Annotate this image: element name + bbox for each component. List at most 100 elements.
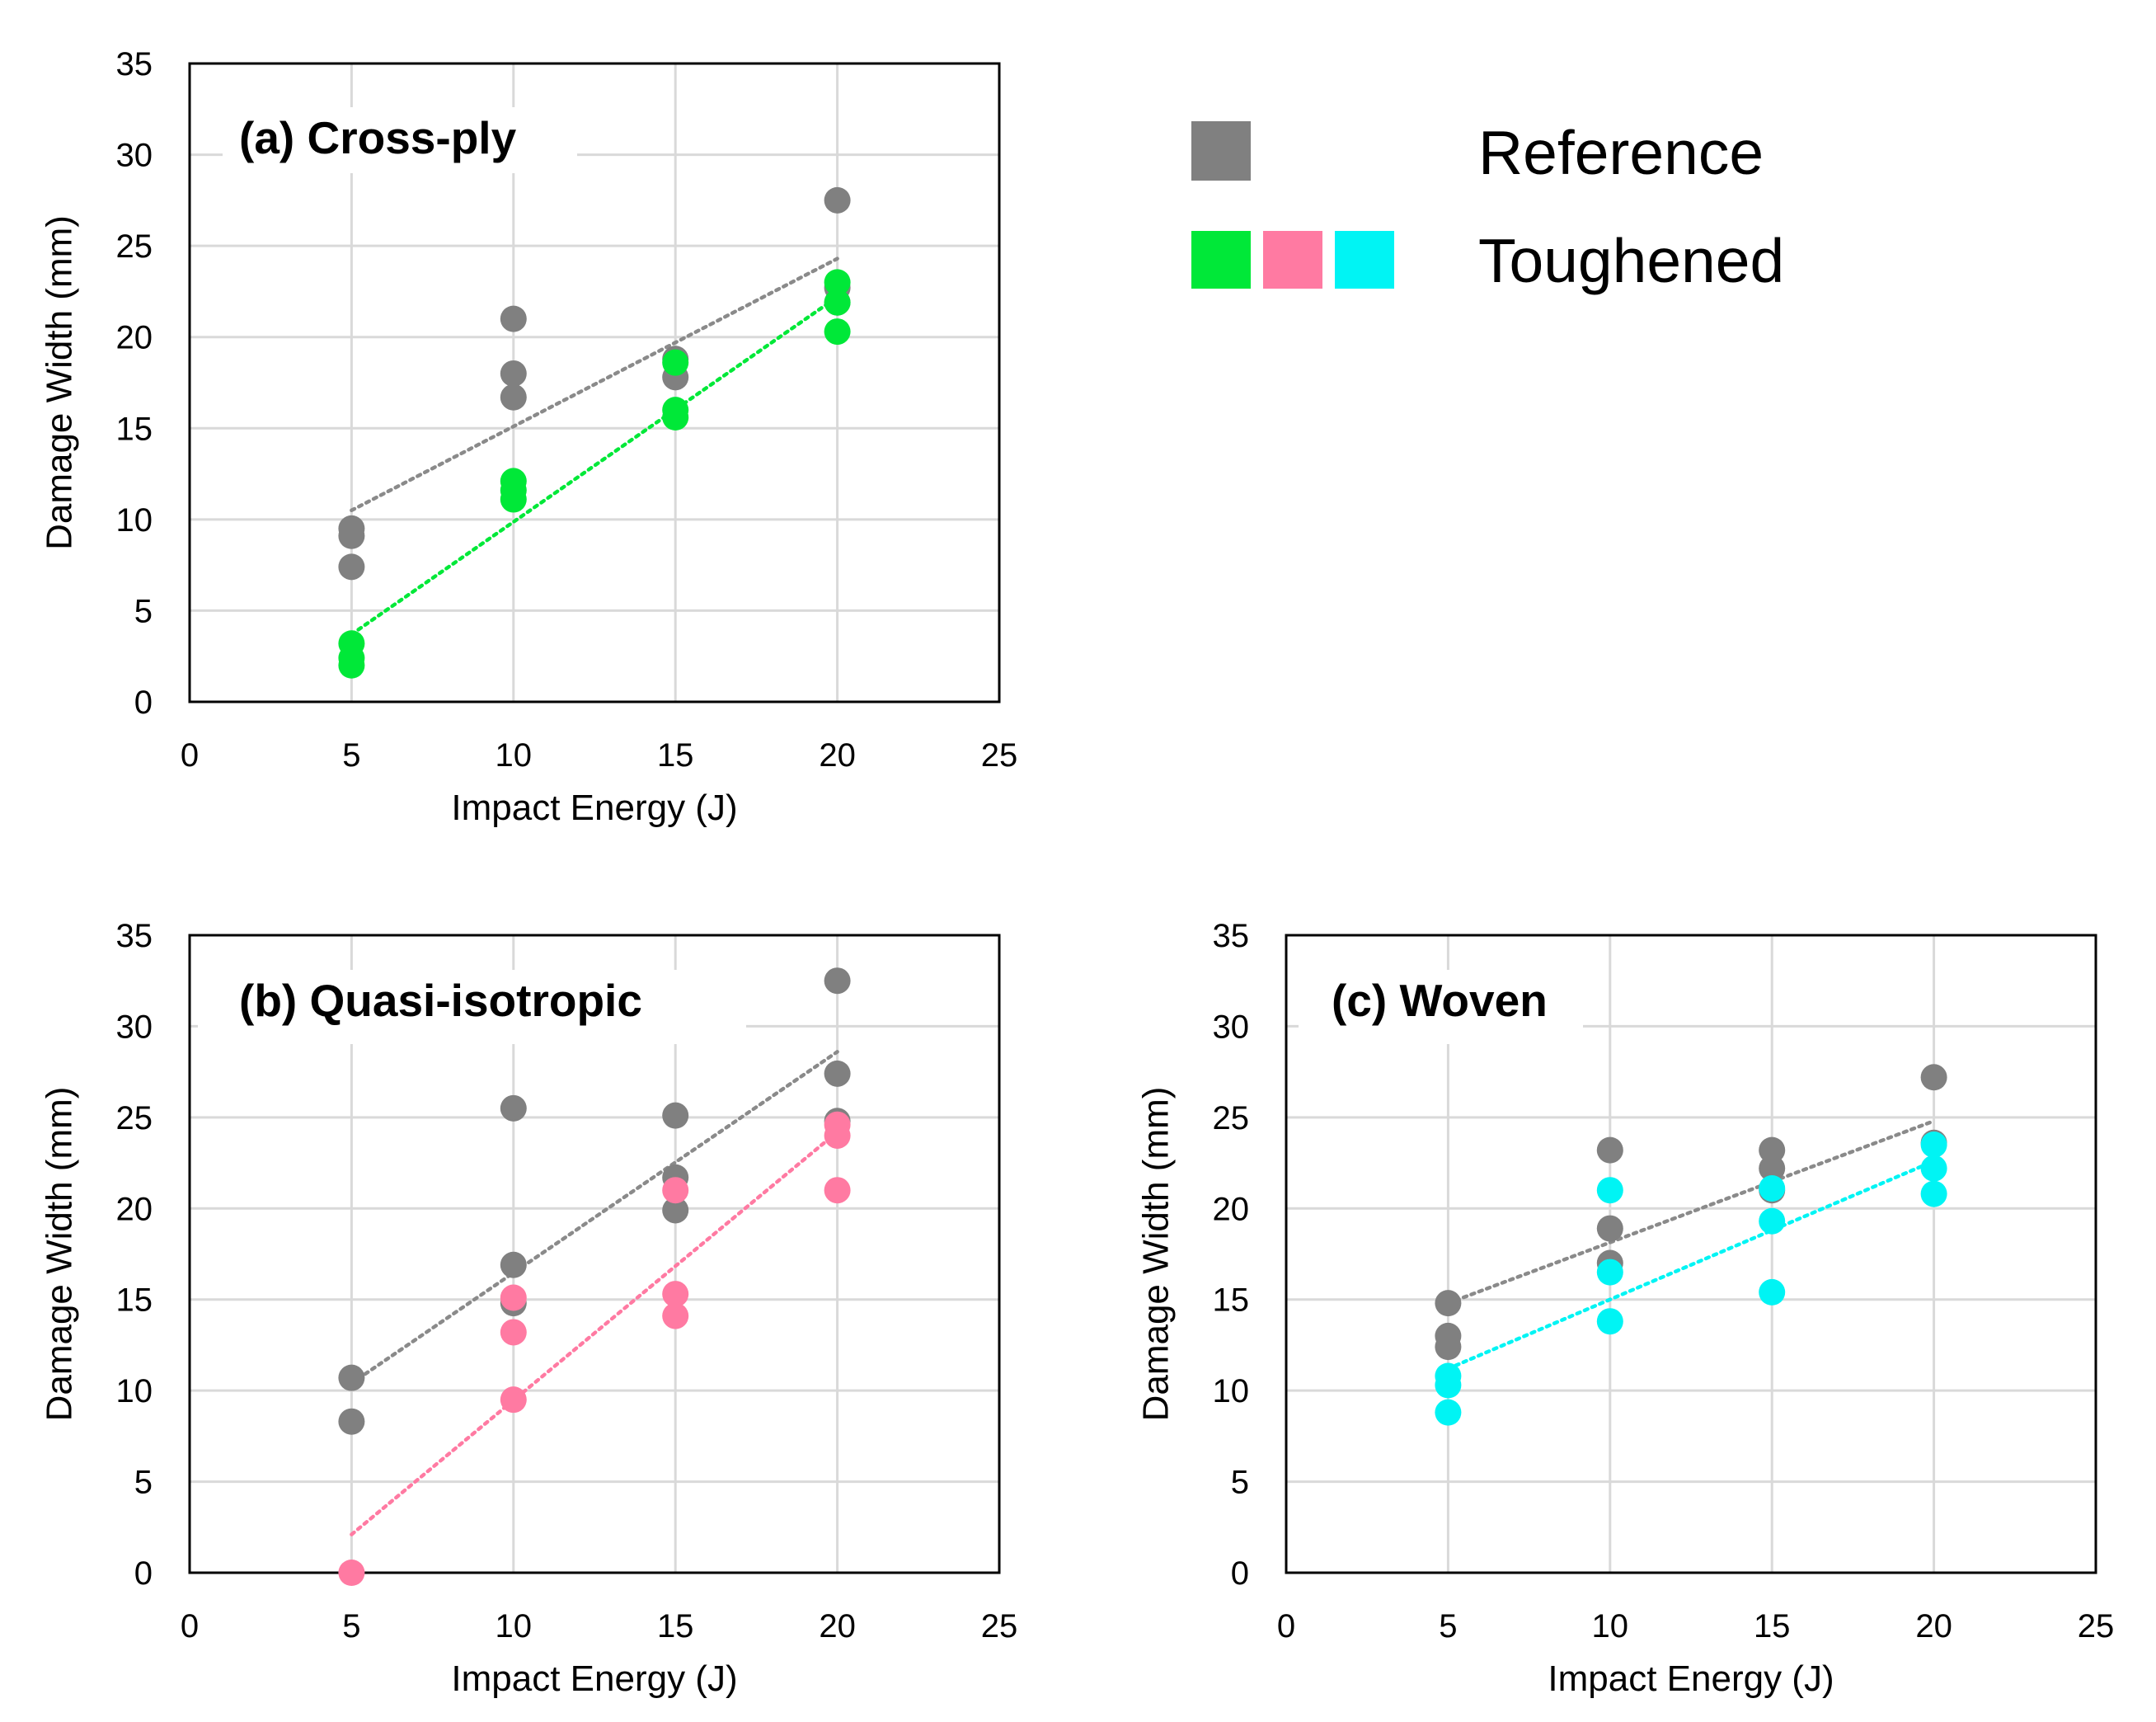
y-tick-label: 10 bbox=[116, 502, 153, 539]
x-tick-labels: 0 5 10 15 20 25 bbox=[1277, 1608, 2114, 1644]
x-tick-label: 10 bbox=[496, 1608, 533, 1644]
point-toughened bbox=[500, 1386, 527, 1414]
x-axis-label: Impact Energy (J) bbox=[451, 788, 737, 828]
y-tick-label: 5 bbox=[1231, 1465, 1249, 1501]
point-toughened bbox=[1759, 1278, 1786, 1306]
point-toughened bbox=[1920, 1180, 1947, 1207]
point-toughened bbox=[500, 1319, 527, 1346]
y-tick-labels: 0 5 10 15 20 25 30 35 bbox=[116, 918, 153, 1592]
point-toughened bbox=[1759, 1174, 1786, 1202]
x-tick-label: 25 bbox=[981, 737, 1018, 774]
x-axis-label: Impact Energy (J) bbox=[451, 1658, 737, 1699]
point-reference bbox=[1759, 1155, 1786, 1182]
y-tick-label: 30 bbox=[116, 138, 153, 174]
point-reference bbox=[824, 186, 851, 214]
x-tick-label: 20 bbox=[819, 737, 856, 774]
legend-swatch-toughened-pink bbox=[1263, 231, 1322, 289]
point-reference bbox=[500, 1094, 527, 1122]
point-toughened bbox=[1920, 1131, 1947, 1158]
trendlines bbox=[350, 1050, 839, 1536]
trendline-reference bbox=[1446, 1119, 1936, 1306]
point-reference bbox=[338, 1364, 365, 1391]
y-tick-label: 35 bbox=[1213, 918, 1250, 954]
point-reference bbox=[338, 553, 365, 581]
point-toughened bbox=[338, 1560, 365, 1586]
point-toughened bbox=[500, 1284, 527, 1311]
panel-title: (a) Cross-ply bbox=[239, 112, 517, 163]
point-toughened bbox=[1596, 1177, 1623, 1204]
point-reference bbox=[500, 383, 527, 411]
y-tick-labels: 0 5 10 15 20 25 30 35 bbox=[116, 46, 153, 721]
y-tick-label: 25 bbox=[116, 1100, 153, 1136]
x-tick-label: 20 bbox=[1915, 1608, 1952, 1644]
trendline-toughened bbox=[350, 1130, 839, 1536]
x-tick-label: 5 bbox=[342, 737, 360, 774]
panel-title: (c) Woven bbox=[1332, 975, 1548, 1026]
y-tick-label: 10 bbox=[116, 1373, 153, 1409]
point-toughened bbox=[662, 1281, 689, 1308]
y-tick-label: 0 bbox=[134, 1555, 153, 1592]
x-tick-label: 15 bbox=[1754, 1608, 1791, 1644]
panel-cross-ply: (a) Cross-ply 0 5 10 15 20 25 05101520253035 … bbox=[40, 46, 1018, 828]
title-background bbox=[198, 970, 746, 1044]
point-reference bbox=[1920, 1064, 1947, 1091]
y-tick-label: 25 bbox=[1213, 1100, 1250, 1136]
y-tick-label: 35 bbox=[116, 918, 153, 954]
legend-swatch-toughened-cyan bbox=[1335, 231, 1394, 289]
point-toughened bbox=[824, 269, 851, 296]
data-points bbox=[338, 186, 851, 679]
y-tick-label: 20 bbox=[116, 1191, 153, 1227]
point-toughened bbox=[1435, 1399, 1462, 1426]
plot-frame bbox=[188, 934, 1001, 1574]
x-tick-label: 0 bbox=[1277, 1608, 1295, 1644]
x-tick-label: 0 bbox=[181, 737, 199, 774]
x-tick-labels: 0 5 10 15 20 25 bbox=[181, 737, 1017, 774]
y-axis-label: Damage Width (mm) bbox=[40, 215, 80, 550]
data-points bbox=[1435, 1064, 1947, 1426]
y-tick-label: 15 bbox=[116, 1282, 153, 1319]
y-axis-label: Damage Width (mm) bbox=[40, 1087, 80, 1422]
point-reference bbox=[662, 1197, 689, 1224]
point-reference bbox=[824, 967, 851, 995]
trendlines bbox=[350, 256, 839, 637]
trendline-reference bbox=[350, 256, 839, 513]
y-tick-label: 15 bbox=[116, 411, 153, 447]
point-reference bbox=[500, 305, 527, 332]
point-toughened bbox=[662, 1177, 689, 1204]
data-points bbox=[338, 967, 851, 1586]
y-tick-label: 25 bbox=[116, 228, 153, 265]
point-toughened bbox=[1920, 1155, 1947, 1182]
point-toughened bbox=[500, 486, 527, 513]
plot-frame bbox=[188, 62, 1001, 703]
x-tick-label: 25 bbox=[2078, 1608, 2115, 1644]
point-reference bbox=[824, 1060, 851, 1087]
legend: Reference Toughened bbox=[1191, 118, 1784, 295]
point-reference bbox=[662, 1102, 689, 1129]
panel-title: (b) Quasi-isotropic bbox=[239, 975, 642, 1026]
point-reference bbox=[1435, 1290, 1462, 1317]
x-tick-label: 25 bbox=[981, 1608, 1018, 1644]
point-reference bbox=[500, 1251, 527, 1278]
y-tick-label: 30 bbox=[116, 1009, 153, 1045]
point-toughened bbox=[662, 349, 689, 376]
legend-label-reference: Reference bbox=[1478, 118, 1764, 187]
x-axis-label: Impact Energy (J) bbox=[1548, 1658, 1834, 1699]
point-reference bbox=[1759, 1136, 1786, 1164]
point-toughened bbox=[662, 404, 689, 431]
point-toughened bbox=[1596, 1308, 1623, 1335]
point-toughened bbox=[824, 289, 851, 316]
panel-quasi-isotropic: (b) Quasi-isotropic 0 5 10 15 20 25 0 5 10 15 20 2… bbox=[40, 918, 1018, 1699]
y-tick-label: 10 bbox=[1213, 1373, 1250, 1409]
x-tick-label: 10 bbox=[1592, 1608, 1629, 1644]
point-toughened bbox=[824, 318, 851, 346]
legend-swatch-toughened-green bbox=[1191, 231, 1251, 289]
x-tick-label: 15 bbox=[657, 1608, 694, 1644]
y-tick-label: 20 bbox=[1213, 1191, 1250, 1227]
y-tick-label: 0 bbox=[134, 685, 153, 721]
point-toughened bbox=[824, 1177, 851, 1204]
point-toughened bbox=[824, 1122, 851, 1149]
y-tick-label: 20 bbox=[116, 320, 153, 356]
point-toughened bbox=[662, 1302, 689, 1329]
point-reference bbox=[1596, 1136, 1623, 1164]
